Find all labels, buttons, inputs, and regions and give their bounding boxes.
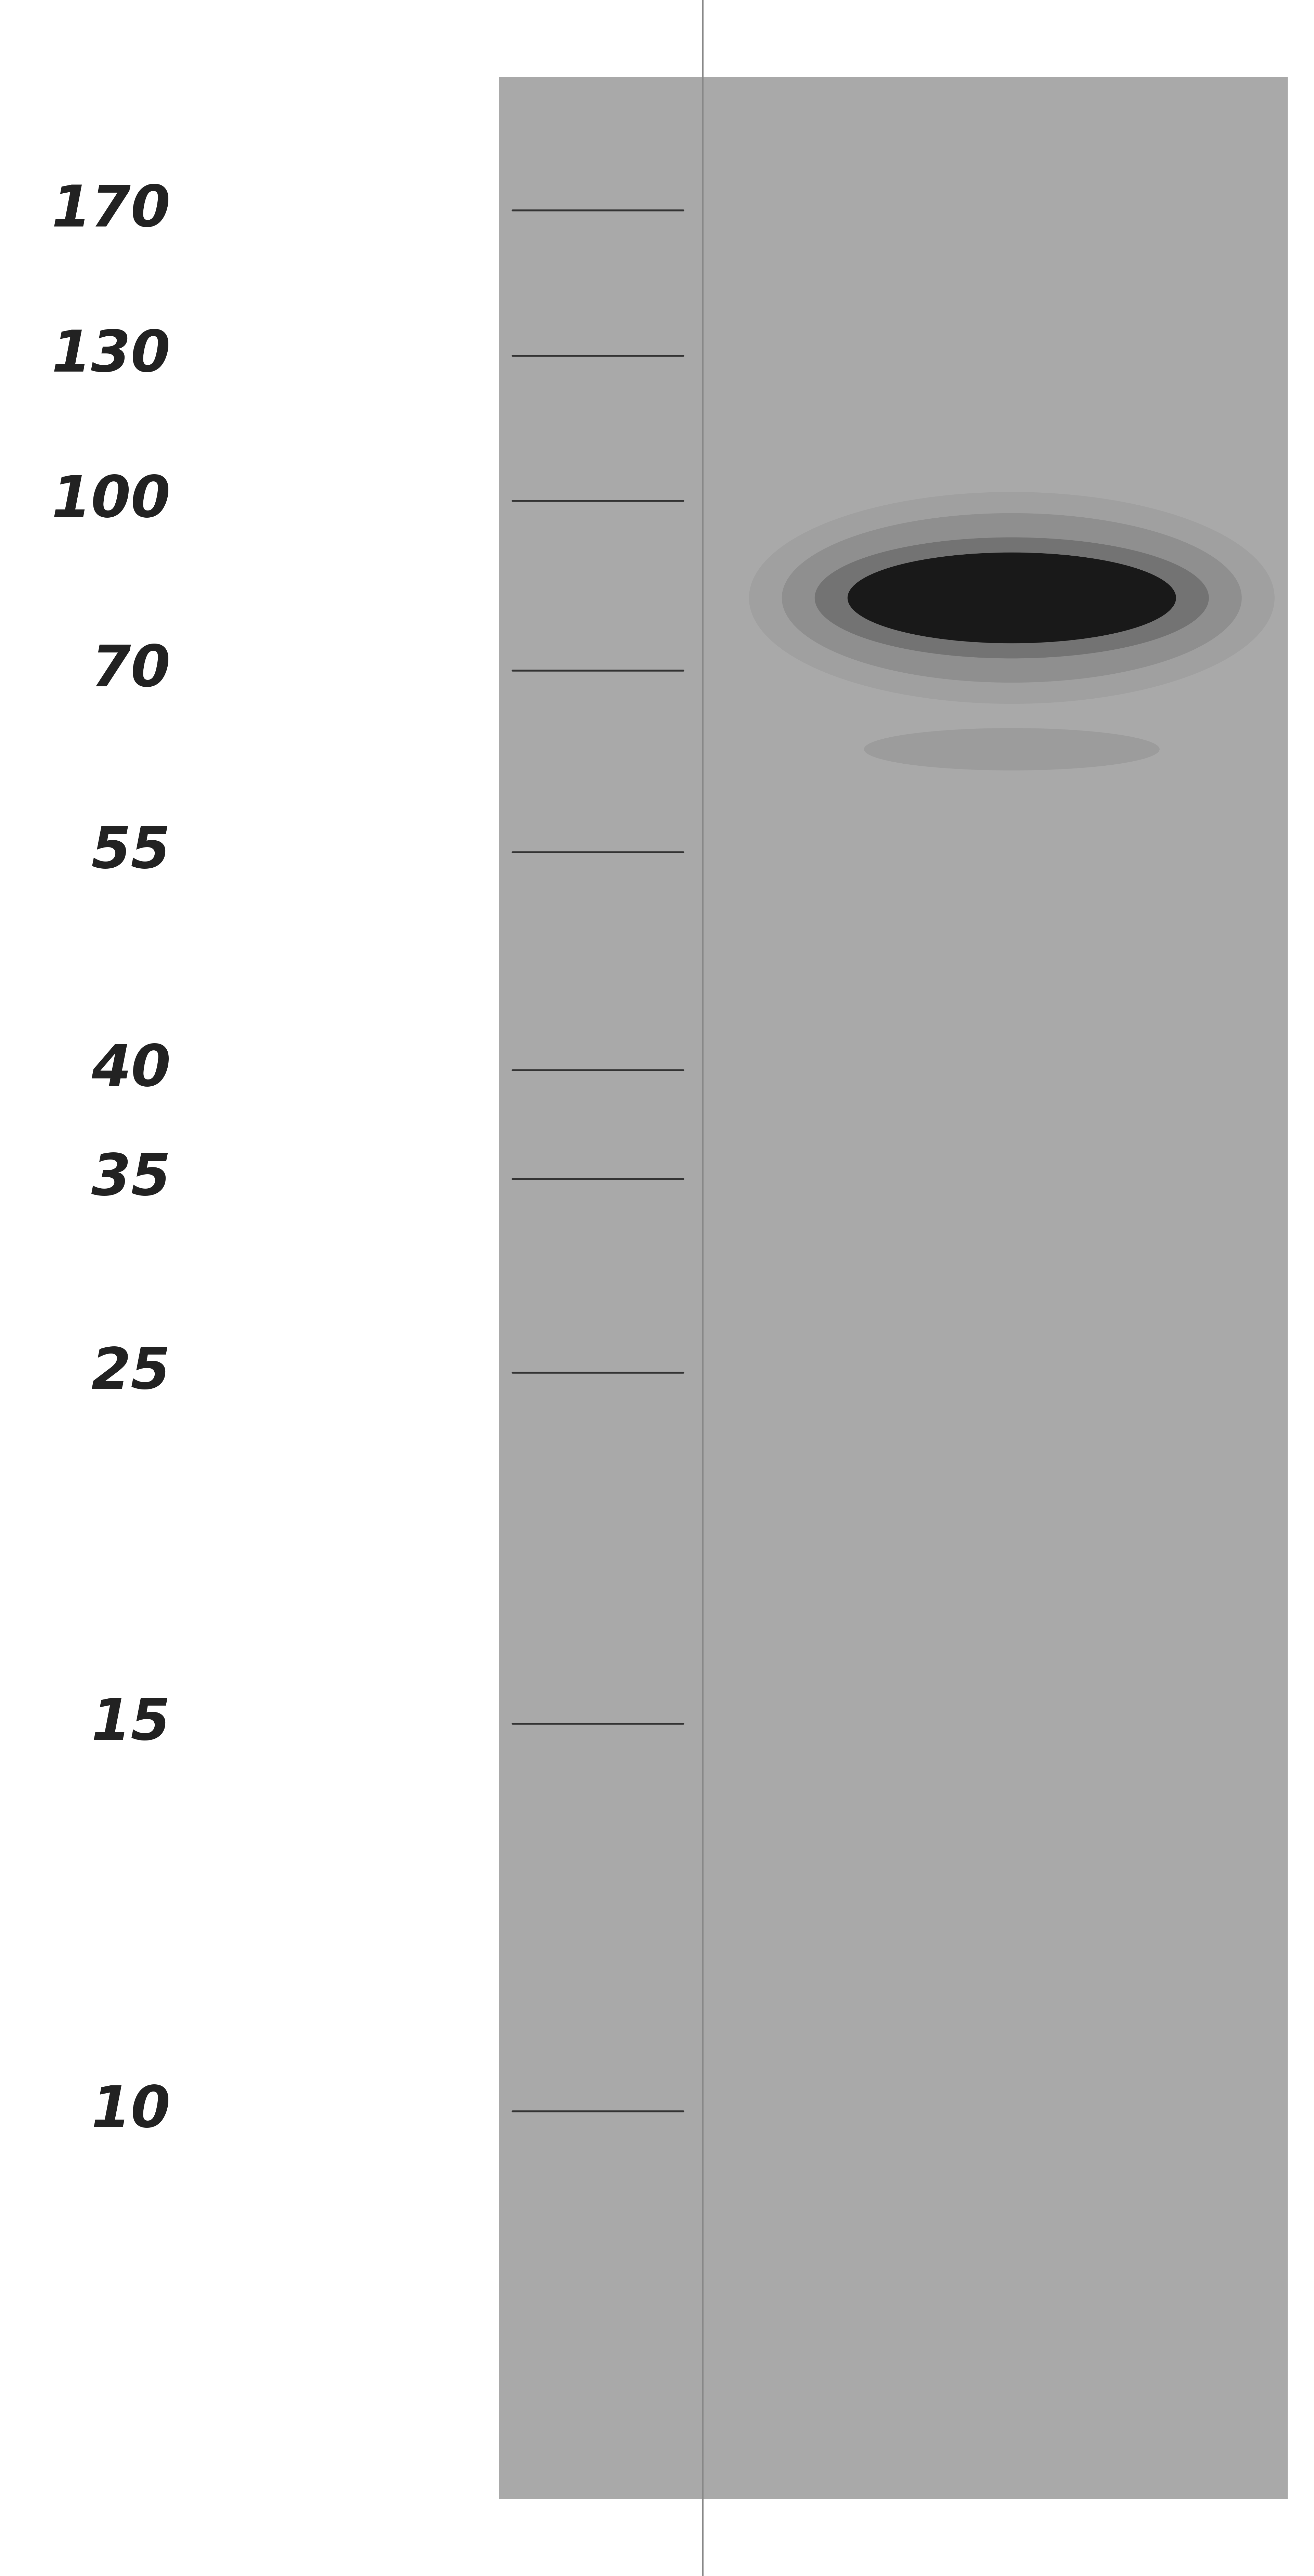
Text: 40: 40 xyxy=(92,1043,171,1097)
Ellipse shape xyxy=(848,551,1176,644)
Ellipse shape xyxy=(865,729,1160,770)
Text: 130: 130 xyxy=(51,327,171,384)
Ellipse shape xyxy=(815,538,1209,659)
Ellipse shape xyxy=(749,492,1275,703)
Text: 35: 35 xyxy=(92,1151,171,1208)
Bar xyxy=(499,77,1288,2499)
Text: 25: 25 xyxy=(92,1345,171,1401)
Text: 170: 170 xyxy=(51,183,171,240)
Text: 15: 15 xyxy=(92,1695,171,1752)
Bar xyxy=(0,0,499,2576)
Text: 10: 10 xyxy=(92,2084,171,2138)
Text: 100: 100 xyxy=(51,474,171,528)
Text: 70: 70 xyxy=(92,641,171,698)
Text: 55: 55 xyxy=(92,824,171,881)
Ellipse shape xyxy=(782,513,1242,683)
